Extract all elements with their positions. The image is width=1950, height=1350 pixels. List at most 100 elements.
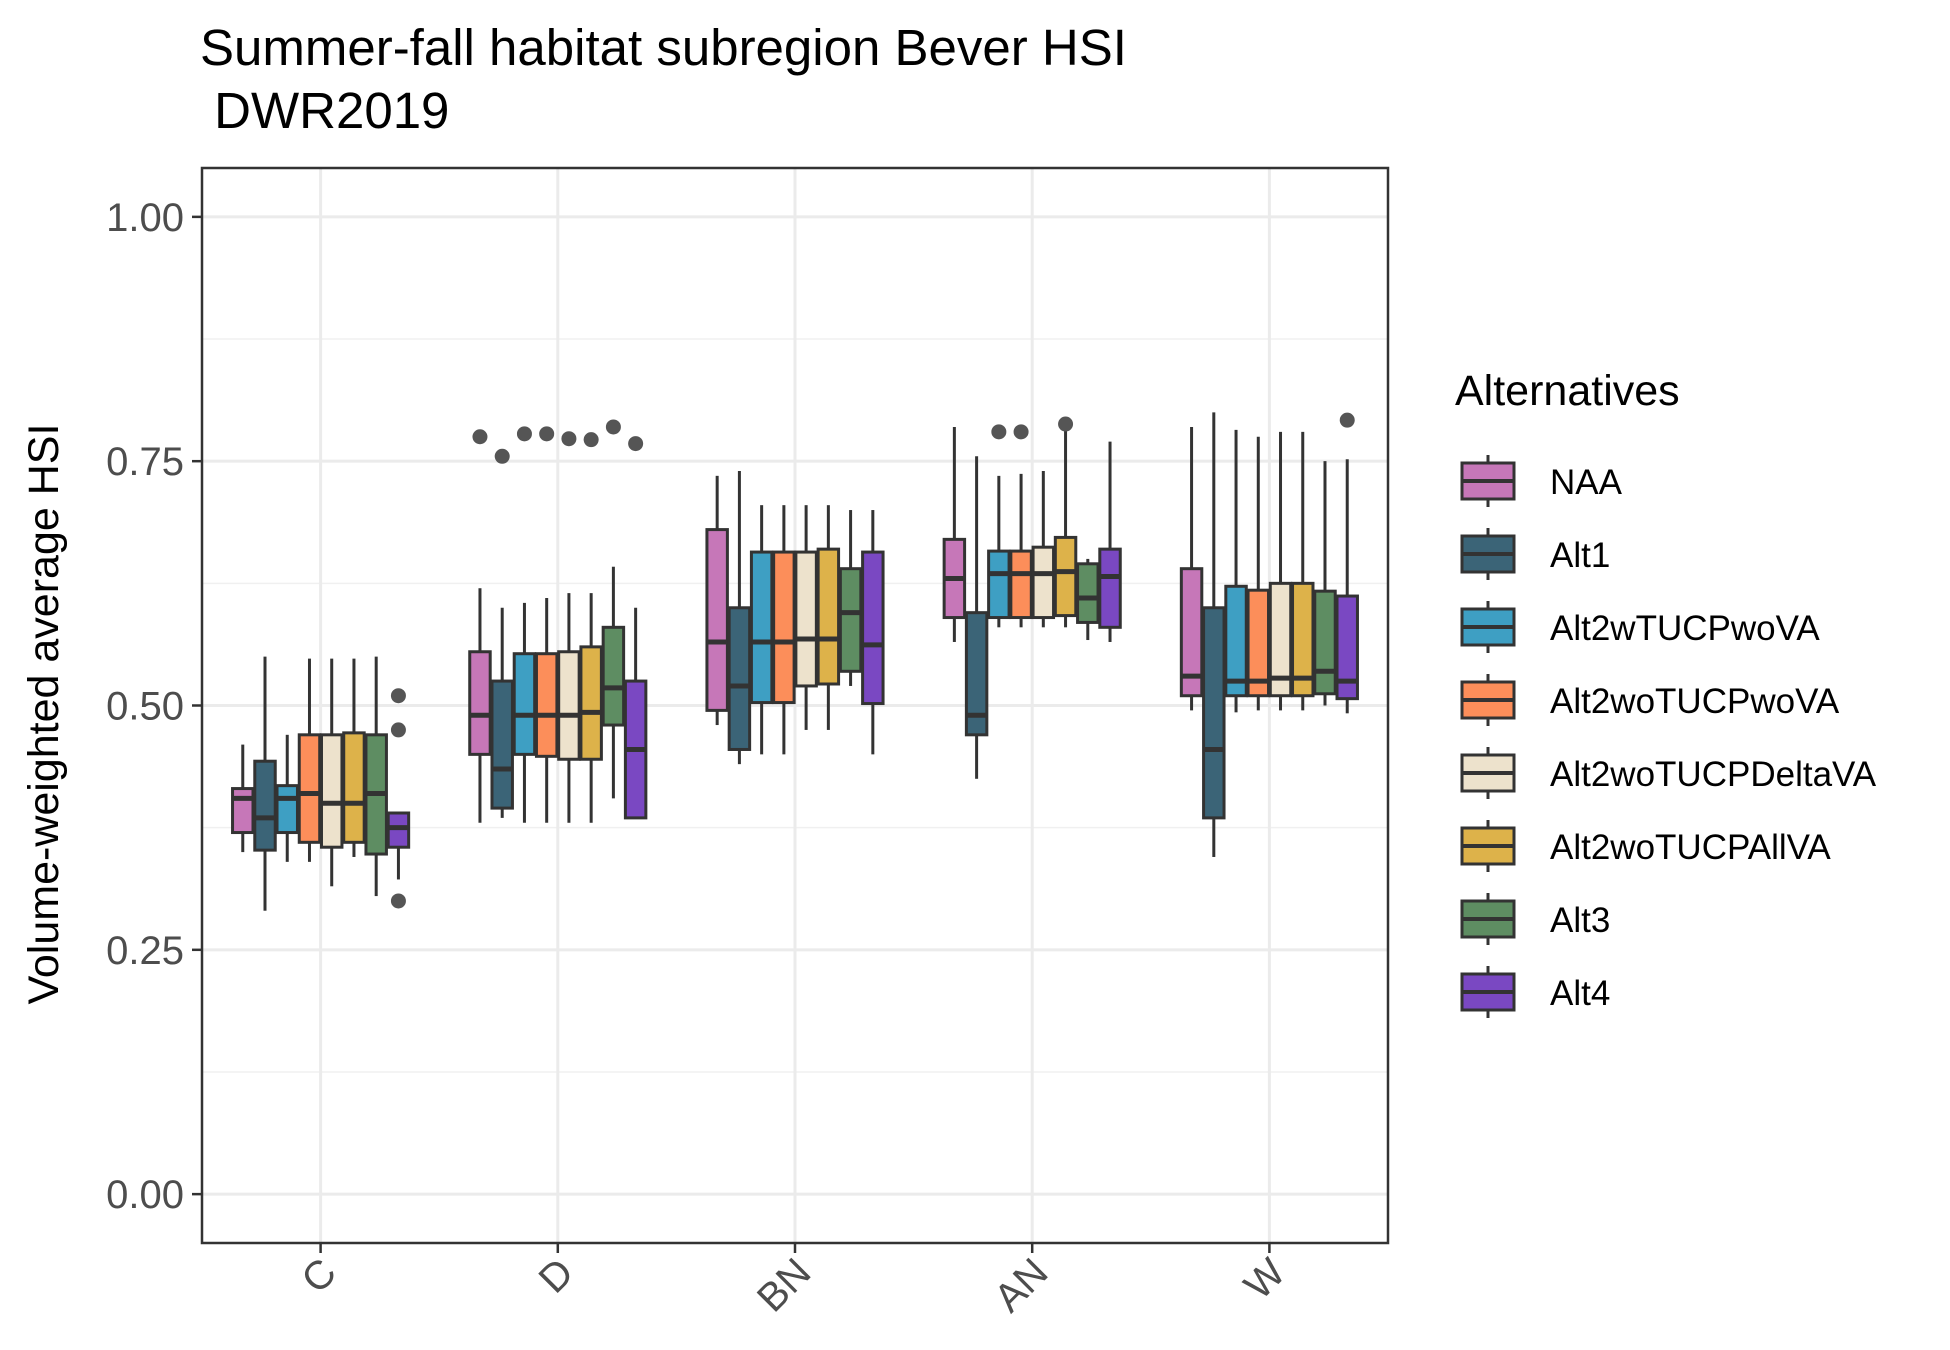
box-body: [705, 528, 729, 712]
box-Alt2woTUCPwoVA-AN: [1009, 424, 1033, 628]
box-Alt4-AN: [1098, 441, 1122, 642]
legend-item-Alt2woTUCPDeltaVA: Alt2woTUCPDeltaVA: [1460, 747, 1877, 799]
box-Alt2wTUCPwoVA-D: [512, 426, 537, 823]
box-body: [1268, 581, 1293, 698]
box-body: [1179, 567, 1204, 698]
box-body: [987, 549, 1011, 620]
legend-item-Alt1: Alt1: [1460, 528, 1610, 580]
box-body: [297, 733, 322, 844]
box-Alt1-AN: [964, 456, 989, 779]
box-body: [534, 652, 559, 758]
y-tick-label: 0.25: [106, 929, 184, 973]
box-body: [1291, 581, 1315, 698]
box-Alt3-D: [601, 419, 626, 799]
legend: Alternatives NAA Alt1 Alt2wTUCPwoVA Alt2woTU…: [1455, 367, 1877, 1018]
box-body: [1009, 549, 1033, 620]
y-tick-label: 0.50: [106, 685, 184, 729]
box-body: [727, 606, 752, 751]
box-body: [490, 679, 514, 810]
legend-label: Alt3: [1550, 901, 1610, 940]
box-body: [1202, 606, 1226, 820]
box-Alt2wTUCPwoVA-W: [1224, 429, 1248, 713]
outlier-point: [1339, 412, 1355, 428]
legend-item-Alt2woTUCPwoVA: Alt2woTUCPwoVA: [1460, 674, 1840, 726]
box-Alt3-W: [1313, 461, 1337, 706]
box-Alt1-D: [490, 448, 514, 818]
box-NAA-AN: [942, 426, 967, 642]
box-Alt4-W: [1335, 412, 1359, 714]
box-body: [579, 645, 603, 761]
box-Alt2woTUCPDeltaVA-BN: [794, 505, 818, 730]
legend-label: Alt2wTUCPwoVA: [1550, 609, 1820, 648]
box-Alt2woTUCPwoVA-BN: [772, 505, 796, 755]
y-tick-label: 0.00: [106, 1173, 184, 1217]
outlier-point: [494, 448, 510, 464]
box-body: [1335, 594, 1359, 701]
box-body: [342, 731, 366, 844]
box-Alt2wTUCPwoVA-AN: [987, 424, 1011, 628]
box-body: [964, 611, 989, 737]
box-Alt3-AN: [1076, 558, 1100, 641]
outlier-point: [390, 688, 406, 704]
box-Alt1-W: [1202, 412, 1226, 857]
box-body: [1224, 584, 1248, 698]
box-NAA-BN: [705, 475, 729, 726]
chart-title-line-2: DWR2019: [200, 82, 449, 139]
x-tick-label: BN: [749, 1250, 819, 1320]
outlier-point: [628, 436, 644, 452]
legend-label: Alt4: [1550, 974, 1610, 1013]
outlier-point: [472, 429, 488, 445]
box-Alt2wTUCPwoVA-BN: [749, 505, 774, 755]
box-NAA-C: [231, 744, 255, 853]
legend-item-Alt3: Alt3: [1460, 893, 1610, 945]
box-Alt2woTUCPAllVA-D: [579, 432, 603, 823]
outlier-point: [516, 426, 532, 442]
box-Alt2woTUCPAllVA-BN: [816, 505, 841, 730]
box-body: [468, 650, 492, 756]
legend-label: Alt2woTUCPwoVA: [1550, 682, 1840, 721]
outlier-point: [561, 431, 577, 447]
outlier-point: [1013, 424, 1029, 440]
y-tick-label: 0.75: [106, 440, 184, 484]
box-body: [1031, 545, 1056, 620]
x-tick-label: W: [1236, 1250, 1294, 1308]
legend-label: NAA: [1550, 463, 1623, 502]
box-body: [1313, 589, 1337, 696]
legend-item-Alt4: Alt4: [1460, 966, 1610, 1018]
box-body: [749, 550, 774, 705]
chart-title-line-1: Summer-fall habitat subregion Bever HSI: [200, 19, 1127, 76]
legend-label: Alt2woTUCPDeltaVA: [1550, 755, 1877, 794]
box-body: [794, 550, 818, 688]
plot-area: [202, 168, 1388, 1243]
box-Alt2woTUCPDeltaVA-C: [319, 658, 344, 887]
box-Alt2woTUCPAllVA-C: [342, 658, 366, 857]
box-Alt4-D: [623, 436, 648, 820]
box-Alt2woTUCPDeltaVA-D: [557, 431, 581, 823]
box-Alt4-C: [386, 688, 411, 909]
box-body: [816, 547, 841, 686]
box-body: [512, 652, 537, 756]
y-axis-title: Volume-weighted average HSI: [20, 424, 68, 1005]
box-body: [557, 650, 581, 761]
box-Alt2wTUCPwoVA-C: [275, 734, 299, 862]
box-body: [231, 787, 255, 835]
box-body: [601, 625, 626, 727]
legend-item-NAA: NAA: [1460, 455, 1623, 507]
chart-title: Summer-fall habitat subregion Bever HSI …: [200, 19, 1127, 139]
x-tick-label: AN: [986, 1250, 1056, 1320]
legend-item-Alt2woTUCPAllVA: Alt2woTUCPAllVA: [1460, 820, 1831, 872]
box-Alt2woTUCPwoVA-D: [534, 426, 559, 823]
outlier-point: [605, 419, 621, 435]
legend-label: Alt2woTUCPAllVA: [1550, 828, 1831, 867]
box-Alt2woTUCPwoVA-C: [297, 658, 322, 862]
box-Alt1-C: [253, 656, 277, 911]
box-body: [1053, 535, 1078, 618]
outlier-point: [1058, 416, 1074, 432]
box-body: [1098, 547, 1122, 629]
box-body: [861, 550, 885, 706]
box-Alt3-C: [364, 656, 388, 897]
box-Alt2woTUCPDeltaVA-W: [1268, 431, 1293, 711]
box-body: [319, 733, 344, 849]
legend-label: Alt1: [1550, 536, 1610, 575]
